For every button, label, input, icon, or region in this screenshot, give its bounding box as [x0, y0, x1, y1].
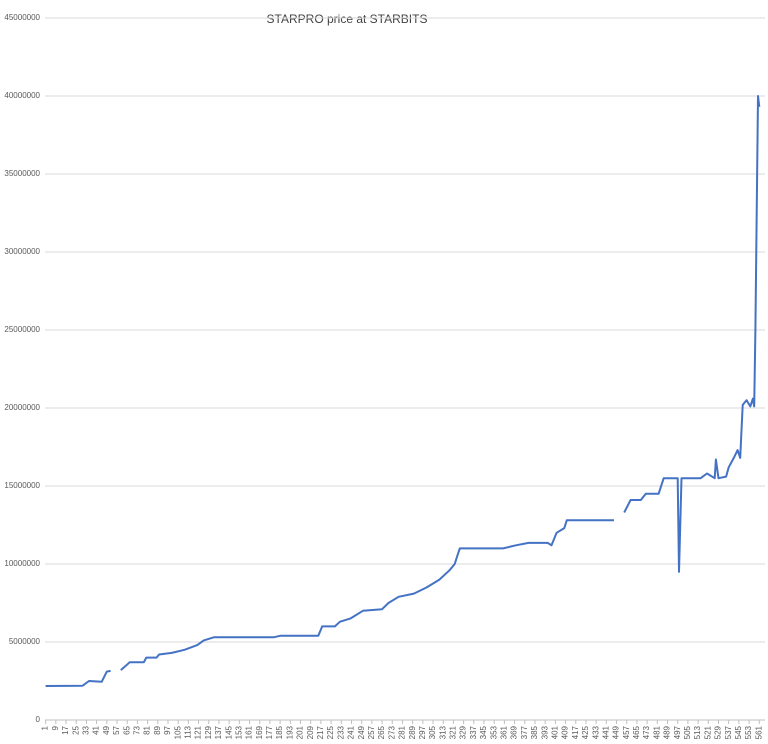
- x-tick-label: 465: [632, 725, 641, 739]
- y-tick-label: 25000000: [4, 325, 40, 334]
- x-tick-label: 65: [122, 725, 131, 734]
- x-tick-label: 313: [438, 725, 447, 739]
- x-tick-label: 441: [601, 725, 610, 739]
- x-tick-label: 169: [255, 725, 264, 739]
- x-tick-label: 321: [449, 725, 458, 739]
- x-tick-label: 241: [347, 725, 356, 739]
- x-tick-label: 193: [285, 725, 294, 739]
- y-tick-label: 45000000: [4, 13, 40, 22]
- x-tick-label: 425: [581, 725, 590, 739]
- x-tick-label: 361: [500, 725, 509, 739]
- x-tick-label: 369: [510, 725, 519, 739]
- x-tick-label: 521: [703, 725, 712, 739]
- x-tick-label: 353: [489, 725, 498, 739]
- y-tick-label: 15000000: [4, 481, 40, 490]
- x-tick-label: 49: [102, 725, 111, 734]
- x-tick-label: 305: [428, 725, 437, 739]
- y-tick-label: 5000000: [9, 637, 41, 646]
- x-tick-label: 265: [377, 725, 386, 739]
- x-tick-label: 73: [132, 725, 141, 734]
- y-tick-label: 30000000: [4, 247, 40, 256]
- x-tick-label: 177: [265, 725, 274, 739]
- x-tick-label: 89: [153, 725, 162, 734]
- x-tick-label: 417: [571, 725, 580, 739]
- x-tick-label: 561: [754, 725, 763, 739]
- x-tick-label: 281: [398, 725, 407, 739]
- x-tick-label: 473: [642, 725, 651, 739]
- x-tick-label: 9: [51, 725, 60, 730]
- x-tick-label: 393: [540, 725, 549, 739]
- x-tick-label: 217: [316, 725, 325, 739]
- x-tick-label: 489: [663, 725, 672, 739]
- x-tick-label: 345: [479, 725, 488, 739]
- x-tick-label: 377: [520, 725, 529, 739]
- x-tick-label: 81: [143, 725, 152, 734]
- y-tick-label: 0: [36, 715, 41, 724]
- x-tick-label: 537: [724, 725, 733, 739]
- x-tick-label: 433: [591, 725, 600, 739]
- x-tick-label: 185: [275, 725, 284, 739]
- y-tick-label: 35000000: [4, 169, 40, 178]
- x-tick-label: 41: [92, 725, 101, 734]
- x-tick-label: 273: [387, 725, 396, 739]
- x-tick-label: 97: [163, 725, 172, 734]
- x-tick-label: 209: [306, 725, 315, 739]
- x-tick-label: 33: [82, 725, 91, 734]
- x-tick-label: 225: [326, 725, 335, 739]
- x-tick-label: 121: [194, 725, 203, 739]
- x-tick-label: 153: [234, 725, 243, 739]
- x-tick-label: 497: [673, 725, 682, 739]
- x-tick-label: 105: [173, 725, 182, 739]
- x-tick-label: 513: [693, 725, 702, 739]
- x-tick-label: 17: [61, 725, 70, 734]
- chart-title: STARPRO price at STARBITS: [267, 12, 428, 26]
- x-tick-label: 257: [367, 725, 376, 739]
- x-tick-label: 401: [550, 725, 559, 739]
- x-tick-label: 129: [204, 725, 213, 739]
- x-tick-label: 505: [683, 725, 692, 739]
- x-tick-label: 249: [357, 725, 366, 739]
- series-line: [45, 95, 761, 687]
- x-tick-label: 449: [612, 725, 621, 739]
- x-tick-label: 297: [418, 725, 427, 739]
- x-tick-label: 113: [183, 725, 192, 738]
- x-tick-label: 481: [652, 725, 661, 739]
- x-tick-label: 25: [71, 725, 80, 734]
- x-tick-label: 289: [408, 725, 417, 739]
- x-tick-label: 529: [714, 725, 723, 739]
- x-tick-label: 409: [561, 725, 570, 739]
- x-tick-label: 201: [296, 725, 305, 739]
- x-tick-label: 233: [336, 725, 345, 739]
- x-tick-label: 161: [245, 725, 254, 739]
- x-tick-label: 553: [744, 725, 753, 739]
- x-tick-label: 545: [734, 725, 743, 739]
- x-tick-label: 385: [530, 725, 539, 739]
- y-tick-label: 20000000: [4, 403, 40, 412]
- x-tick-label: 329: [459, 725, 468, 739]
- x-tick-label: 1: [41, 725, 50, 730]
- x-tick-label: 145: [224, 725, 233, 739]
- y-tick-label: 40000000: [4, 91, 40, 100]
- x-tick-label: 337: [469, 725, 478, 739]
- x-tick-label: 57: [112, 725, 121, 734]
- x-tick-label: 137: [214, 725, 223, 739]
- x-tick-label: 457: [622, 725, 631, 739]
- y-tick-label: 10000000: [4, 559, 40, 568]
